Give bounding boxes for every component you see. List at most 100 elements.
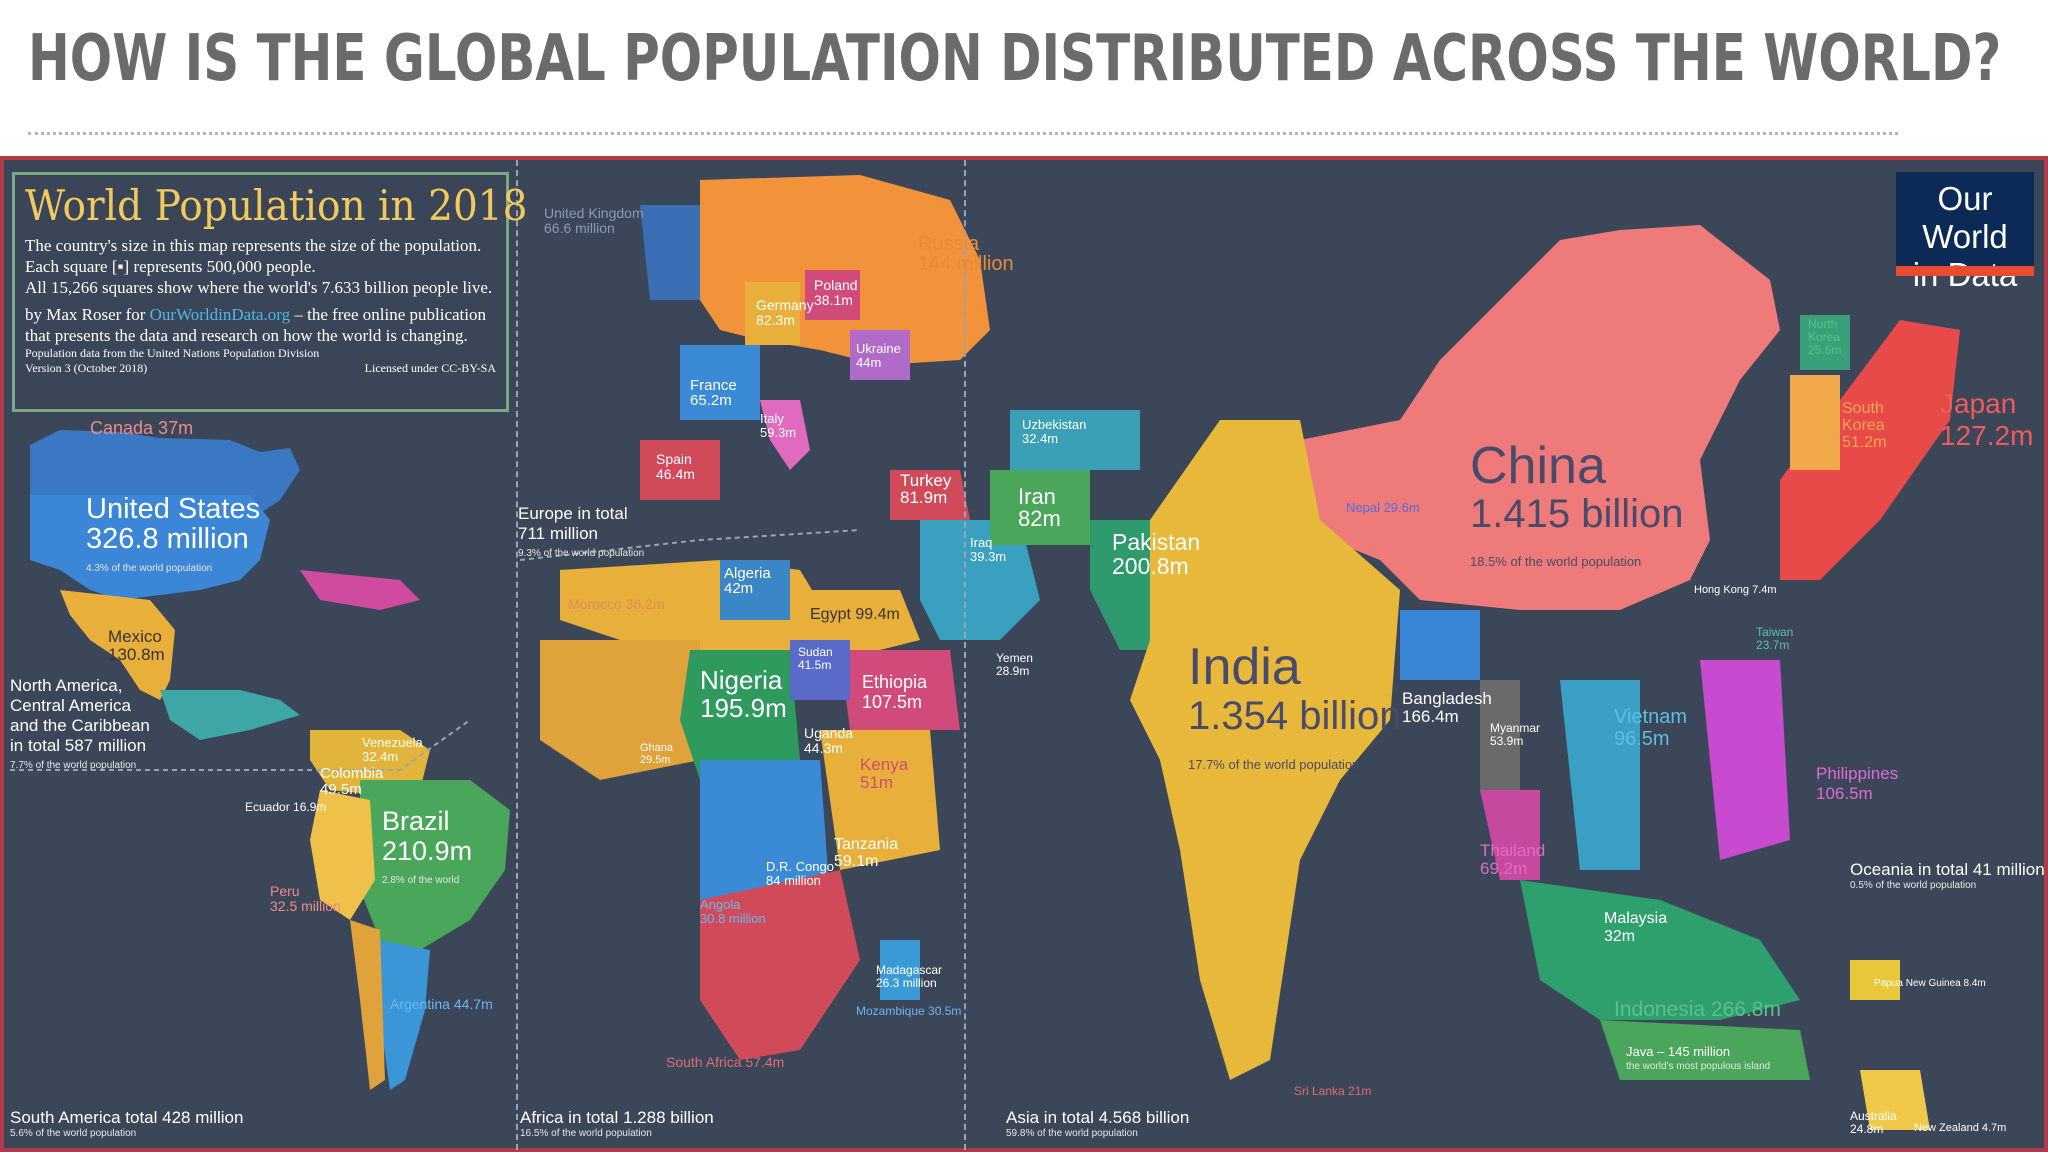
ghana-pop: 29.5m bbox=[640, 754, 671, 766]
ethiopia-name: Ethiopia bbox=[862, 672, 928, 692]
algeria-pop: 42m bbox=[724, 580, 754, 597]
india-shape bbox=[1130, 420, 1400, 1080]
bangladesh-pop: 166.4m bbox=[1402, 707, 1459, 726]
angola-name: Angola bbox=[700, 897, 741, 912]
spain-shape bbox=[640, 440, 720, 500]
label-brazil: Brazil 210.9m 2.8% of the world bbox=[382, 806, 472, 896]
title-divider bbox=[28, 132, 1898, 135]
north-korea-name: North bbox=[1808, 317, 1838, 331]
spain-pop: 46.4m bbox=[656, 466, 695, 482]
kenya-name: Kenya bbox=[860, 755, 909, 774]
png-shape bbox=[1850, 960, 1900, 1000]
iran-pop: 82m bbox=[1018, 506, 1061, 531]
brazil-shape bbox=[360, 780, 510, 950]
sudan-name: Sudan bbox=[798, 645, 833, 659]
info-description: The country's size in this map represent… bbox=[25, 235, 496, 298]
info-footer: Version 3 (October 2018) Licensed under … bbox=[25, 361, 496, 376]
italy-name: Italy bbox=[760, 411, 784, 426]
ukraine-pop: 44m bbox=[856, 355, 882, 370]
label-malaysia: Malaysia 32m bbox=[1604, 910, 1667, 946]
sudan-shape bbox=[790, 640, 850, 700]
label-canada: Canada 37m bbox=[90, 418, 194, 438]
label-sudan: Sudan 41.5m bbox=[798, 646, 833, 672]
philippines-name: Philippines bbox=[1816, 764, 1899, 783]
iran-shape bbox=[990, 470, 1090, 545]
peru-pop: 32.5 million bbox=[270, 898, 341, 914]
label-italy: Italy 59.3m bbox=[760, 412, 796, 440]
indonesia-shape bbox=[1520, 880, 1800, 1020]
label-uganda: Uganda 44.3m bbox=[804, 726, 853, 756]
owid-logo: Our World in Data bbox=[1896, 172, 2034, 293]
info-line-1: The country's size in this map represent… bbox=[25, 236, 482, 255]
dr-congo-name: D.R. Congo bbox=[766, 859, 834, 874]
bangladesh-name: Bangladesh bbox=[1402, 689, 1492, 708]
region-label-africa: Africa in total 1.288 billion 16.5% of t… bbox=[520, 1108, 714, 1139]
label-tanzania: Tanzania 59.1m bbox=[834, 836, 898, 870]
label-new-zealand: New Zealand 4.7m bbox=[1914, 1122, 2007, 1134]
uganda-name: Uganda bbox=[804, 725, 854, 741]
madagascar-name: Madagascar bbox=[876, 963, 943, 977]
italy-pop: 59.3m bbox=[760, 425, 797, 440]
usa-share: 4.3% of the world population bbox=[86, 563, 213, 574]
poland-name: Poland bbox=[814, 277, 858, 293]
australia-pop: 24.8m bbox=[1850, 1122, 1884, 1136]
peru-name: Peru bbox=[270, 883, 300, 899]
nigeria-name: Nigeria bbox=[700, 665, 783, 695]
region-label-south-america: South America total 428 million 5.6% of … bbox=[10, 1108, 243, 1139]
colombia-name: Colombia bbox=[320, 765, 384, 782]
poland-shape bbox=[805, 270, 860, 320]
central-asia-shape bbox=[1010, 410, 1140, 470]
ethiopia-shape bbox=[840, 650, 960, 730]
byline-line-2: that presents the data and research on h… bbox=[25, 326, 468, 345]
label-sri-lanka: Sri Lanka 21m bbox=[1294, 1084, 1372, 1098]
label-russia: Russia 144 million bbox=[918, 234, 1014, 274]
taiwan-pop: 23.7m bbox=[1756, 638, 1790, 652]
label-pakistan: Pakistan 200.8m bbox=[1112, 530, 1200, 578]
label-argentina: Argentina 44.7m bbox=[390, 996, 493, 1012]
label-nigeria: Nigeria 195.9m bbox=[700, 666, 787, 722]
venezuela-name: Venezuela bbox=[362, 735, 423, 750]
label-japan: Japan 127.2m bbox=[1940, 388, 2033, 452]
mexico-name: Mexico bbox=[108, 627, 162, 646]
usa-shape bbox=[30, 495, 270, 600]
myanmar-pop: 53.9m bbox=[1490, 734, 1524, 748]
north-korea-name2: Korea bbox=[1808, 330, 1841, 344]
france-shape bbox=[680, 345, 760, 420]
label-uk: United Kingdom 66.6 million bbox=[544, 206, 644, 236]
label-north-korea: North Korea 25.6m bbox=[1808, 318, 1841, 357]
info-source: Population data from the United Nations … bbox=[25, 346, 320, 360]
iraq-pop: 39.3m bbox=[970, 549, 1007, 564]
north-korea-shape bbox=[1800, 315, 1850, 370]
region-label-asia: Asia in total 4.568 billion 59.8% of the… bbox=[1006, 1108, 1189, 1139]
uk-pop: 66.6 million bbox=[544, 220, 615, 236]
thailand-name: Thailand bbox=[1480, 841, 1546, 860]
philippines-pop: 106.5m bbox=[1816, 784, 1873, 803]
uzbekistan-name: Uzbekistan bbox=[1022, 417, 1087, 432]
label-bangladesh: Bangladesh 166.4m bbox=[1402, 690, 1492, 726]
russia-pop: 144 million bbox=[918, 253, 1014, 275]
spain-name: Spain bbox=[656, 451, 692, 467]
oc-total: Oceania in total 41 million bbox=[1850, 860, 2045, 879]
label-iraq: Iraq 39.3m bbox=[970, 536, 1006, 564]
vietnam-pop: 96.5m bbox=[1614, 728, 1670, 750]
ethiopia-pop: 107.5m bbox=[862, 692, 923, 712]
label-madagascar: Madagascar 26.3 million bbox=[876, 964, 942, 990]
italy-shape bbox=[760, 400, 810, 470]
label-uzbekistan: Uzbekistan 32.4m bbox=[1022, 418, 1086, 446]
india-name: India bbox=[1188, 638, 1301, 696]
as-total: Asia in total 4.568 billion bbox=[1006, 1108, 1190, 1127]
poland-pop: 38.1m bbox=[814, 292, 853, 308]
france-pop: 65.2m bbox=[690, 392, 732, 409]
kenya-pop: 51m bbox=[860, 773, 894, 792]
label-australia: Australia 24.8m bbox=[1850, 1110, 1897, 1136]
divider-africa-asia bbox=[964, 160, 966, 1150]
byline-link[interactable]: OurWorldinData.org bbox=[149, 305, 291, 324]
south-korea-shape bbox=[1790, 375, 1840, 470]
malaysia-name: Malaysia bbox=[1604, 910, 1668, 927]
eu-line-2: 711 million bbox=[518, 524, 599, 543]
china-pop: 1.415 billion bbox=[1470, 492, 1684, 536]
label-iran: Iran 82m bbox=[1018, 486, 1061, 530]
south-korea-pop: 51.2m bbox=[1842, 434, 1887, 451]
byline-prefix: by Max Roser for bbox=[25, 305, 150, 324]
